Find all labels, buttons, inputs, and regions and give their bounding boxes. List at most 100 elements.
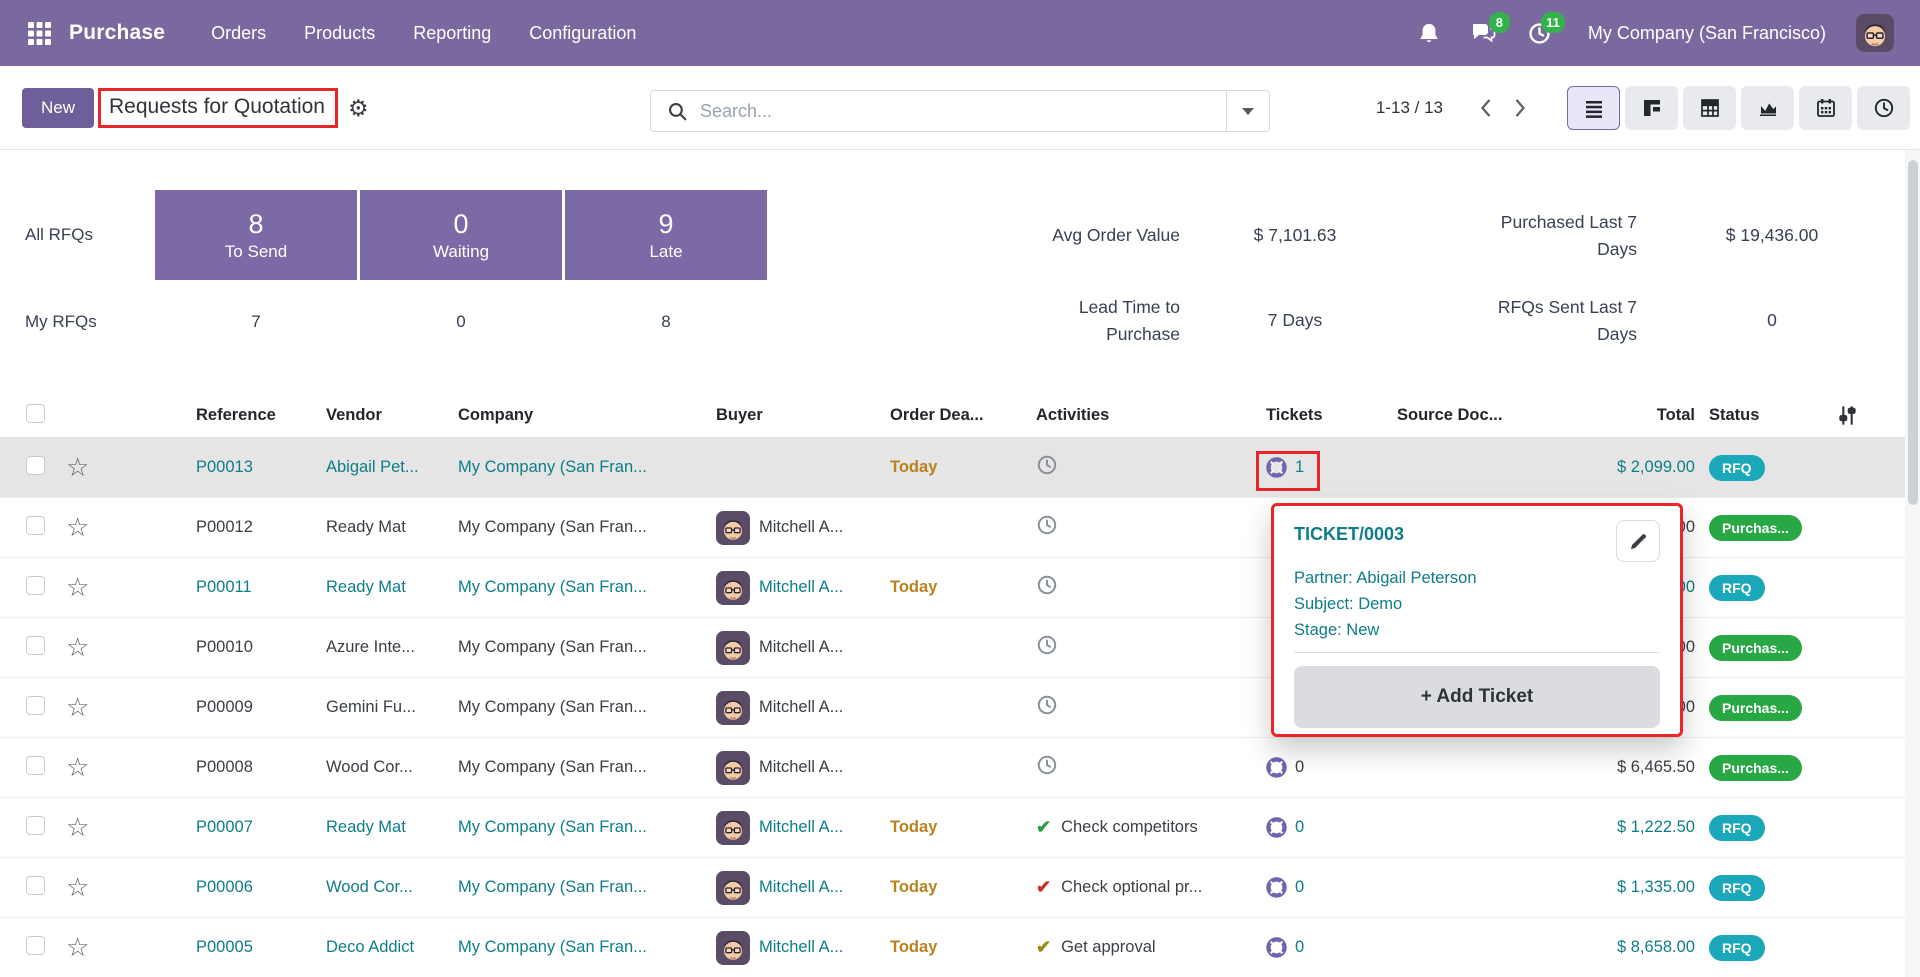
row-checkbox[interactable] bbox=[26, 696, 45, 715]
menu-products[interactable]: Products bbox=[304, 23, 375, 44]
activity-text: Get approval bbox=[1061, 938, 1155, 957]
row-checkbox[interactable] bbox=[26, 576, 45, 595]
star-icon[interactable]: ☆ bbox=[66, 872, 89, 902]
table-row[interactable]: ☆ P00007 Ready Mat My Company (San Fran.… bbox=[0, 798, 1905, 858]
my-rfqs-waiting-count[interactable]: 0 bbox=[360, 312, 562, 332]
scrollbar-thumb[interactable] bbox=[1908, 160, 1918, 505]
table-row[interactable]: ☆ P00008 Wood Cor... My Company (San Fra… bbox=[0, 738, 1905, 798]
my-rfqs-late-count[interactable]: 8 bbox=[565, 312, 767, 332]
search-dropdown-toggle[interactable] bbox=[1227, 90, 1269, 132]
activity-cell[interactable] bbox=[1014, 454, 1244, 481]
star-icon[interactable]: ☆ bbox=[66, 452, 89, 482]
activity-cell[interactable]: ✔ Get approval bbox=[1014, 938, 1244, 958]
status-badge: RFQ bbox=[1709, 875, 1765, 901]
total-cell: $ 1,335.00 bbox=[1545, 878, 1695, 897]
purchase-stats-grid: Avg Order Value $ 7,101.63 Purchased Las… bbox=[960, 193, 1907, 363]
tickets-cell[interactable]: 1 bbox=[1244, 457, 1370, 478]
menu-orders[interactable]: Orders bbox=[211, 23, 266, 44]
status-badge: RFQ bbox=[1709, 815, 1765, 841]
row-checkbox[interactable] bbox=[26, 516, 45, 535]
search-bar[interactable]: Search... bbox=[650, 90, 1270, 132]
tickets-cell[interactable]: 0 bbox=[1244, 757, 1370, 778]
kpi-box-waiting[interactable]: 0 Waiting bbox=[360, 190, 562, 280]
main-menu: Orders Products Reporting Configuration bbox=[211, 23, 636, 44]
my-rfqs-to-send-count[interactable]: 7 bbox=[155, 312, 357, 332]
messages-icon[interactable]: 8 bbox=[1470, 21, 1497, 45]
apps-grid-icon[interactable] bbox=[26, 20, 53, 47]
reference-cell: P00011 bbox=[196, 578, 252, 596]
row-checkbox[interactable] bbox=[26, 876, 45, 895]
pager-previous-button[interactable] bbox=[1469, 91, 1503, 125]
col-header-tickets[interactable]: Tickets bbox=[1244, 406, 1370, 425]
activity-cell[interactable]: ✔ Check optional pr... bbox=[1014, 878, 1244, 898]
star-icon[interactable]: ☆ bbox=[66, 812, 89, 842]
row-checkbox[interactable] bbox=[26, 756, 45, 775]
buyer-avatar bbox=[716, 871, 750, 905]
edit-ticket-button[interactable] bbox=[1616, 520, 1660, 562]
kpi-box-to-send[interactable]: 8 To Send bbox=[155, 190, 357, 280]
search-input[interactable]: Search... bbox=[700, 101, 1226, 122]
gear-icon[interactable]: ⚙ bbox=[348, 97, 369, 120]
company-switcher[interactable]: My Company (San Francisco) bbox=[1588, 23, 1826, 44]
row-checkbox[interactable] bbox=[26, 816, 45, 835]
star-icon[interactable]: ☆ bbox=[66, 572, 89, 602]
col-header-source-document[interactable]: Source Doc... bbox=[1370, 406, 1545, 425]
ticket-title[interactable]: TICKET/0003 bbox=[1294, 520, 1404, 545]
menu-reporting[interactable]: Reporting bbox=[413, 23, 491, 44]
star-icon[interactable]: ☆ bbox=[66, 932, 89, 962]
row-checkbox[interactable] bbox=[26, 936, 45, 955]
view-graph-button[interactable] bbox=[1741, 86, 1794, 130]
star-icon[interactable]: ☆ bbox=[66, 692, 89, 722]
company-cell: My Company (San Fran... bbox=[438, 518, 696, 537]
tickets-cell[interactable]: 0 bbox=[1244, 937, 1370, 958]
ticket-count: 0 bbox=[1295, 878, 1304, 897]
activity-cell[interactable] bbox=[1014, 754, 1244, 781]
view-pivot-button[interactable] bbox=[1683, 86, 1736, 130]
user-avatar[interactable] bbox=[1856, 14, 1894, 52]
activity-cell[interactable] bbox=[1014, 694, 1244, 721]
view-list-button[interactable] bbox=[1567, 86, 1620, 130]
view-kanban-button[interactable] bbox=[1625, 86, 1678, 130]
col-header-order-deadline[interactable]: Order Dea... bbox=[868, 406, 1014, 425]
col-header-total[interactable]: Total bbox=[1545, 406, 1695, 425]
star-icon[interactable]: ☆ bbox=[66, 752, 89, 782]
view-calendar-button[interactable] bbox=[1799, 86, 1852, 130]
menu-configuration[interactable]: Configuration bbox=[529, 23, 636, 44]
select-all-checkbox[interactable] bbox=[26, 404, 45, 423]
col-header-buyer[interactable]: Buyer bbox=[696, 406, 868, 425]
col-header-company[interactable]: Company bbox=[438, 406, 696, 425]
vendor-cell: Wood Cor... bbox=[306, 878, 438, 897]
view-activity-button[interactable] bbox=[1857, 86, 1910, 130]
table-row[interactable]: ☆ P00013 Abigail Pet... My Company (San … bbox=[0, 438, 1905, 498]
star-icon[interactable]: ☆ bbox=[66, 512, 89, 542]
search-icon bbox=[667, 101, 688, 122]
vendor-cell: Deco Addict bbox=[306, 938, 438, 957]
vendor-cell: Azure Inte... bbox=[306, 638, 438, 657]
activity-cell[interactable] bbox=[1014, 514, 1244, 541]
activity-cell[interactable] bbox=[1014, 574, 1244, 601]
row-checkbox[interactable] bbox=[26, 456, 45, 475]
star-icon[interactable]: ☆ bbox=[66, 632, 89, 662]
notifications-bell-icon[interactable] bbox=[1418, 21, 1440, 45]
table-row[interactable]: ☆ P00005 Deco Addict My Company (San Fra… bbox=[0, 918, 1905, 977]
col-header-reference[interactable]: Reference bbox=[176, 406, 306, 425]
tickets-cell[interactable]: 0 bbox=[1244, 877, 1370, 898]
tickets-cell[interactable]: 0 bbox=[1244, 817, 1370, 838]
col-header-activities[interactable]: Activities bbox=[1014, 406, 1244, 425]
scrollbar-track[interactable] bbox=[1905, 150, 1920, 977]
add-ticket-button[interactable]: + Add Ticket bbox=[1294, 666, 1660, 728]
new-button[interactable]: New bbox=[22, 88, 94, 128]
activity-cell[interactable]: ✔ Check competitors bbox=[1014, 818, 1244, 838]
order-deadline-cell: Today bbox=[868, 818, 1014, 837]
col-header-status[interactable]: Status bbox=[1695, 406, 1815, 425]
activities-clock-icon[interactable]: 11 bbox=[1527, 21, 1552, 46]
optional-columns-icon[interactable] bbox=[1836, 404, 1859, 427]
kpi-box-late[interactable]: 9 Late bbox=[565, 190, 767, 280]
row-checkbox[interactable] bbox=[26, 636, 45, 655]
kpi-count: 0 bbox=[453, 208, 468, 240]
table-row[interactable]: ☆ P00006 Wood Cor... My Company (San Fra… bbox=[0, 858, 1905, 918]
app-name[interactable]: Purchase bbox=[69, 21, 165, 45]
pager-next-button[interactable] bbox=[1503, 91, 1537, 125]
col-header-vendor[interactable]: Vendor bbox=[306, 406, 438, 425]
activity-cell[interactable] bbox=[1014, 634, 1244, 661]
